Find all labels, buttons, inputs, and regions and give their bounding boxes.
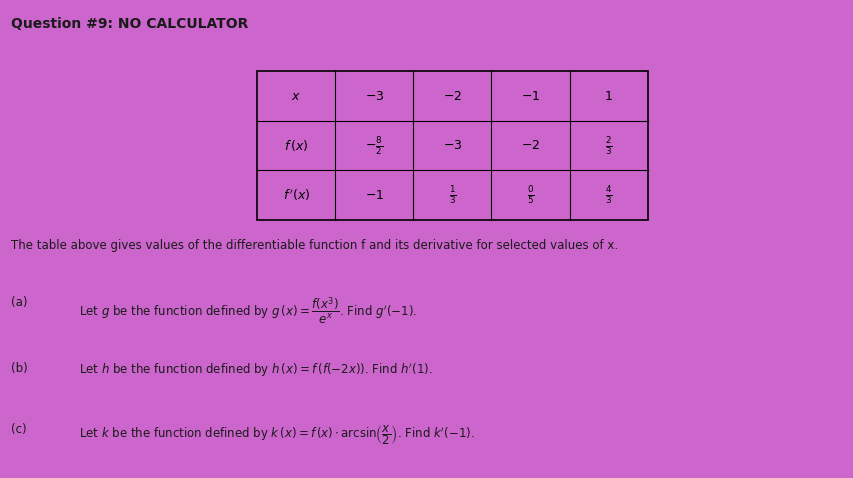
Text: (b): (b) [11, 362, 28, 375]
Text: $f\,'(x)$: $f\,'(x)$ [282, 187, 310, 203]
Text: $x$: $x$ [291, 89, 301, 103]
Text: $\frac{4}{3}$: $\frac{4}{3}$ [604, 185, 612, 206]
Text: $-1$: $-1$ [364, 189, 384, 202]
Text: $-3$: $-3$ [364, 89, 384, 103]
Text: $-2$: $-2$ [443, 89, 461, 103]
Text: Let $k$ be the function defined by $k\,(x)=f\,(x)\cdot\arcsin\!\left(\dfrac{x}{2: Let $k$ be the function defined by $k\,(… [79, 423, 474, 447]
Text: $\frac{1}{3}$: $\frac{1}{3}$ [448, 185, 456, 206]
Text: (a): (a) [11, 296, 28, 309]
Text: The table above gives values of the differentiable function f and its derivative: The table above gives values of the diff… [11, 239, 618, 252]
Text: $-2$: $-2$ [520, 139, 539, 152]
Text: $\frac{0}{5}$: $\frac{0}{5}$ [526, 185, 534, 206]
Text: $-1$: $-1$ [520, 89, 539, 103]
Text: $1$: $1$ [603, 89, 612, 103]
Text: Let $h$ be the function defined by $h\,(x)=f\,(f(-2x))$. Find $h'(1)$.: Let $h$ be the function defined by $h\,(… [79, 362, 432, 380]
Text: Let $g$ be the function defined by $g\,(x)=\dfrac{f(x^3)}{e^x}$. Find $g'(-1)$.: Let $g$ be the function defined by $g\,(… [79, 296, 417, 327]
Text: (c): (c) [11, 423, 26, 436]
Text: $-\frac{8}{2}$: $-\frac{8}{2}$ [365, 135, 383, 157]
Text: $f\,(x)$: $f\,(x)$ [284, 138, 308, 153]
Text: Question #9: NO CALCULATOR: Question #9: NO CALCULATOR [11, 17, 248, 31]
Text: $-3$: $-3$ [442, 139, 461, 152]
Bar [257, 71, 647, 220]
Text: $\frac{2}{3}$: $\frac{2}{3}$ [604, 135, 612, 157]
